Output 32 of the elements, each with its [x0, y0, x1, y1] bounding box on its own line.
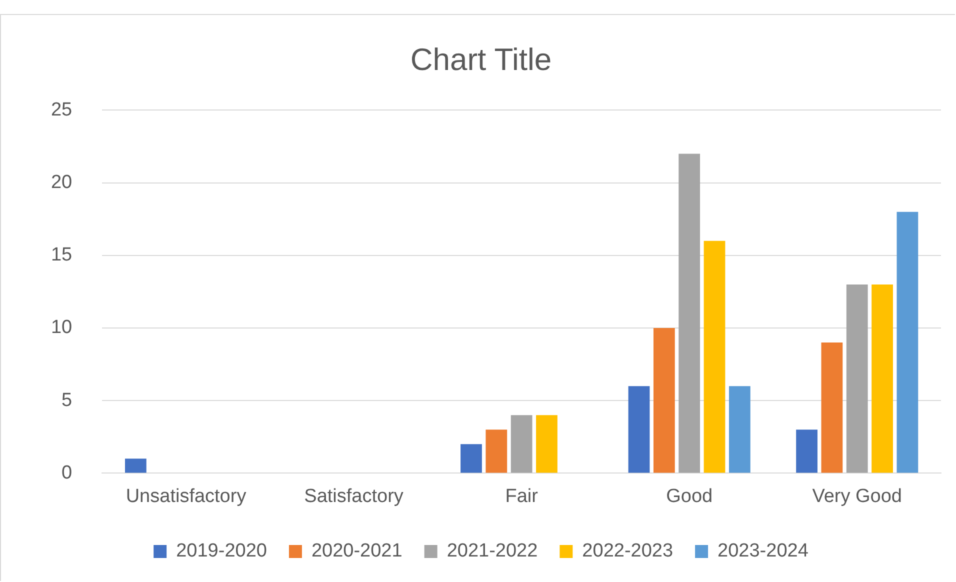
bar	[896, 212, 918, 473]
legend-label: 2023-2024	[718, 540, 809, 562]
bar	[460, 444, 482, 473]
bar	[704, 240, 726, 473]
x-tick-label: Good	[666, 486, 713, 507]
y-tick-label: 0	[62, 462, 72, 484]
y-tick-label: 25	[50, 99, 72, 120]
legend-label: 2021-2022	[446, 540, 538, 562]
y-tick-label: 20	[50, 172, 72, 194]
bar	[510, 415, 532, 473]
x-tick-label: Unsatisfactory	[126, 486, 247, 507]
y-tick-label: 10	[50, 317, 72, 338]
bar	[486, 430, 508, 473]
bar	[728, 386, 750, 473]
bar	[678, 154, 700, 473]
bar	[796, 430, 818, 473]
legend-label: 2020-2021	[311, 540, 402, 562]
bar	[628, 386, 650, 473]
y-tick-label: 5	[62, 390, 72, 411]
chart-title: Chart Title	[410, 42, 552, 78]
y-tick-label: 15	[50, 244, 72, 266]
bar	[821, 342, 843, 473]
legend-label: 2022-2023	[582, 540, 674, 562]
bar	[872, 284, 893, 473]
bar	[536, 415, 558, 473]
bar	[653, 328, 675, 473]
x-tick-label: Fair	[505, 486, 539, 507]
x-tick-label: Satisfactory	[304, 486, 404, 507]
legend-label: 2019-2020	[176, 540, 267, 562]
x-tick-label: Very Good	[812, 486, 902, 507]
bar	[124, 458, 146, 473]
bar	[846, 284, 868, 473]
